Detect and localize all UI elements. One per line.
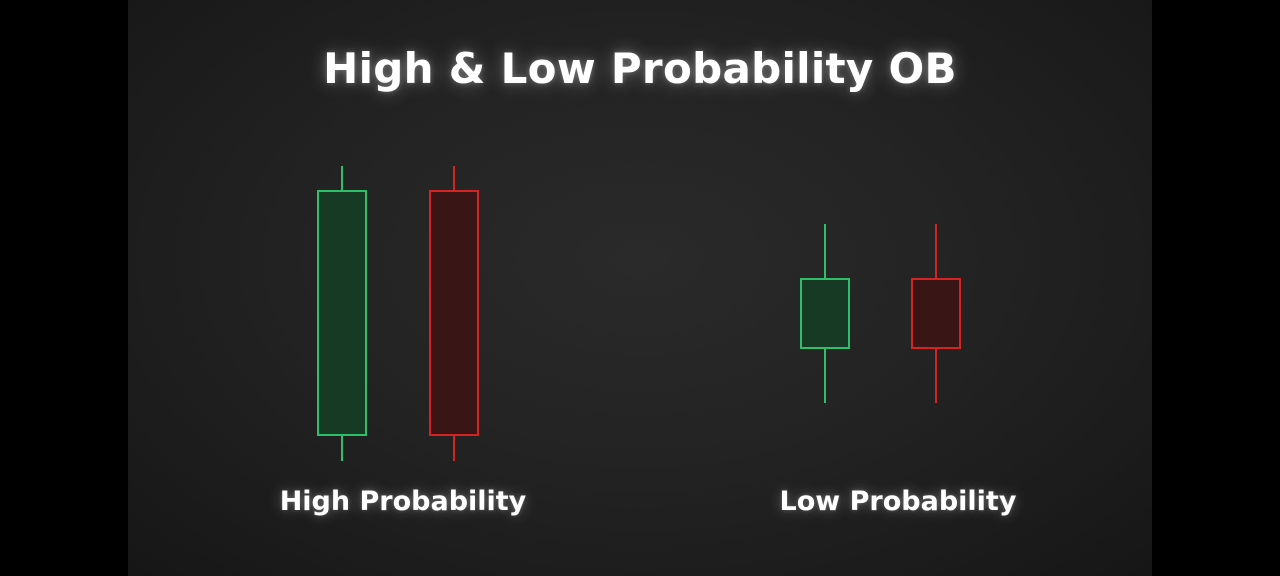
low-bearish-candle	[911, 224, 961, 403]
high-probability-label: High Probability	[279, 486, 527, 517]
diagram-panel: High & Low Probability OB	[128, 0, 1152, 576]
candles-canvas	[317, 166, 961, 461]
high-bullish-candle	[317, 166, 367, 461]
diagram-title: High & Low Probability OB	[323, 44, 957, 93]
high-probability-group	[317, 166, 479, 461]
high-bearish-candle	[429, 166, 479, 461]
low-probability-label: Low Probability	[779, 486, 1017, 517]
low-bullish-candle	[800, 224, 850, 403]
high-bullish-body	[317, 190, 367, 436]
low-bullish-body	[800, 278, 850, 349]
low-bearish-body	[911, 278, 961, 349]
low-probability-group	[800, 224, 961, 403]
high-bearish-body	[429, 190, 479, 436]
